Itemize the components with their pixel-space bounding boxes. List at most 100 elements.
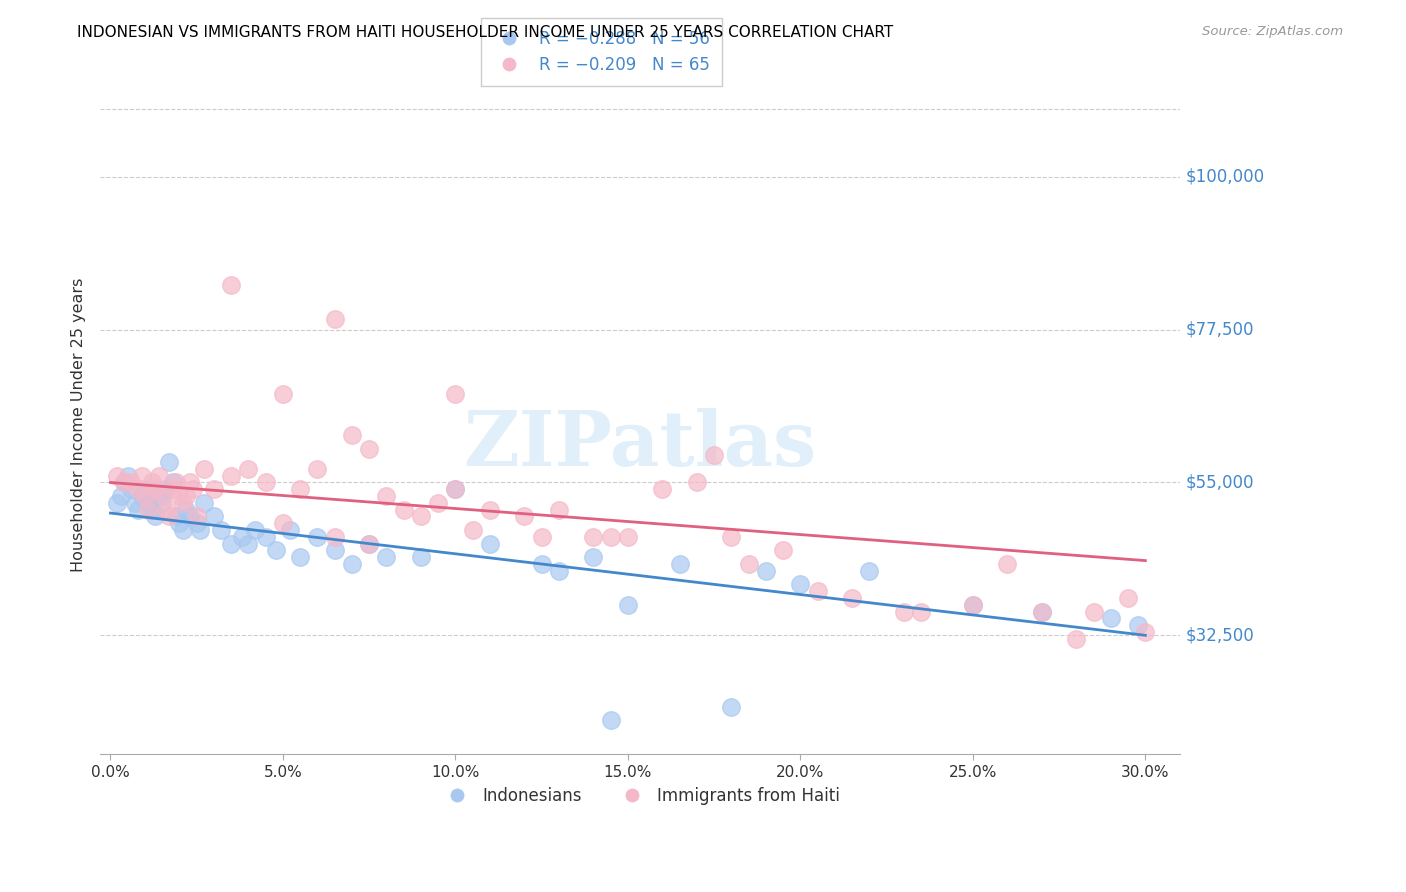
- Point: [323, 312, 346, 326]
- Point: [193, 496, 215, 510]
- Point: [138, 496, 160, 510]
- Point: [841, 591, 863, 605]
- Point: [392, 502, 415, 516]
- Point: [1083, 605, 1105, 619]
- Point: [120, 475, 142, 490]
- Point: [582, 550, 605, 565]
- Point: [254, 530, 277, 544]
- Point: [858, 564, 880, 578]
- Point: [219, 468, 242, 483]
- Point: [513, 509, 536, 524]
- Point: [290, 483, 312, 497]
- Point: [179, 475, 201, 490]
- Point: [143, 483, 166, 497]
- Point: [120, 483, 142, 497]
- Point: [444, 483, 467, 497]
- Point: [461, 523, 484, 537]
- Point: [202, 483, 225, 497]
- Point: [219, 278, 242, 293]
- Point: [1066, 632, 1088, 646]
- Point: [231, 530, 253, 544]
- Point: [720, 530, 742, 544]
- Point: [141, 475, 163, 490]
- Point: [264, 543, 287, 558]
- Point: [138, 502, 160, 516]
- Point: [165, 475, 187, 490]
- Point: [150, 496, 173, 510]
- Text: ZIPatlas: ZIPatlas: [464, 408, 817, 482]
- Text: INDONESIAN VS IMMIGRANTS FROM HAITI HOUSEHOLDER INCOME UNDER 25 YEARS CORRELATIO: INDONESIAN VS IMMIGRANTS FROM HAITI HOUS…: [77, 25, 894, 40]
- Point: [157, 509, 180, 524]
- Point: [179, 509, 201, 524]
- Point: [651, 483, 673, 497]
- Point: [323, 530, 346, 544]
- Point: [686, 475, 709, 490]
- Point: [271, 387, 294, 401]
- Point: [188, 523, 211, 537]
- Point: [186, 516, 208, 531]
- Point: [127, 483, 149, 497]
- Legend: Indonesians, Immigrants from Haiti: Indonesians, Immigrants from Haiti: [434, 780, 846, 812]
- Point: [307, 530, 329, 544]
- Point: [720, 699, 742, 714]
- Point: [409, 509, 432, 524]
- Point: [1128, 618, 1150, 632]
- Point: [155, 483, 177, 497]
- Point: [162, 475, 184, 490]
- Point: [131, 489, 153, 503]
- Point: [703, 448, 725, 462]
- Point: [176, 502, 198, 516]
- Point: [530, 557, 553, 571]
- Point: [997, 557, 1019, 571]
- Point: [290, 550, 312, 565]
- Point: [148, 468, 170, 483]
- Point: [1099, 611, 1122, 625]
- Point: [148, 489, 170, 503]
- Point: [548, 502, 571, 516]
- Point: [599, 713, 621, 727]
- Text: $100,000: $100,000: [1185, 168, 1264, 186]
- Point: [219, 536, 242, 550]
- Point: [105, 496, 128, 510]
- Point: [737, 557, 759, 571]
- Point: [668, 557, 690, 571]
- Point: [1031, 605, 1053, 619]
- Point: [478, 502, 501, 516]
- Point: [1031, 605, 1053, 619]
- Point: [359, 536, 381, 550]
- Point: [910, 605, 932, 619]
- Point: [238, 536, 260, 550]
- Point: [962, 598, 984, 612]
- Point: [278, 523, 301, 537]
- Point: [202, 509, 225, 524]
- Point: [162, 483, 184, 497]
- Point: [112, 475, 135, 490]
- Point: [165, 509, 187, 524]
- Point: [1116, 591, 1139, 605]
- Point: [117, 468, 139, 483]
- Point: [238, 462, 260, 476]
- Point: [893, 605, 915, 619]
- Point: [478, 536, 501, 550]
- Point: [271, 516, 294, 531]
- Point: [172, 496, 194, 510]
- Point: [105, 468, 128, 483]
- Point: [157, 455, 180, 469]
- Point: [359, 536, 381, 550]
- Point: [134, 483, 156, 497]
- Point: [155, 502, 177, 516]
- Point: [254, 475, 277, 490]
- Point: [548, 564, 571, 578]
- Point: [176, 489, 198, 503]
- Point: [112, 475, 135, 490]
- Point: [755, 564, 778, 578]
- Point: [582, 530, 605, 544]
- Point: [599, 530, 621, 544]
- Point: [617, 598, 640, 612]
- Point: [141, 502, 163, 516]
- Point: [375, 489, 398, 503]
- Point: [323, 543, 346, 558]
- Point: [127, 502, 149, 516]
- Point: [110, 489, 132, 503]
- Point: [245, 523, 267, 537]
